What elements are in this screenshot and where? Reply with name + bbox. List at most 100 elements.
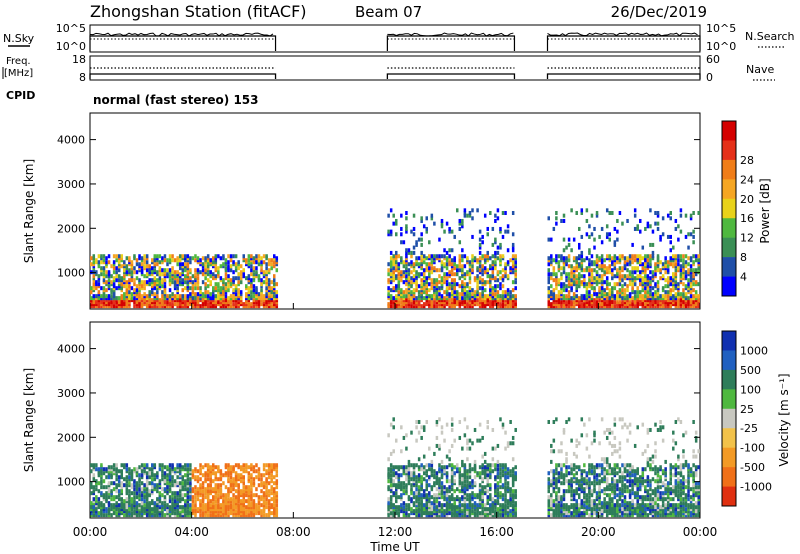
velocity-cell-1127 <box>273 495 276 500</box>
power-colorbar-swatch-5 <box>722 218 736 238</box>
power-cell-2883 <box>674 254 678 259</box>
power-cell-1556 <box>445 276 449 281</box>
power-cell-2532 <box>623 256 627 261</box>
power-cell-1893 <box>496 290 500 295</box>
velocity-cell-170 <box>117 475 121 480</box>
power-cell-1565 <box>448 302 451 307</box>
power-cell-2359 <box>598 256 601 261</box>
power-cell-2576 <box>631 266 634 271</box>
power-cell-818 <box>224 286 228 291</box>
power-cell-684 <box>201 272 205 277</box>
nsky-label: N.Sky <box>3 32 35 45</box>
velocity-cell-816 <box>222 473 225 478</box>
velocity-cell-295 <box>138 473 141 478</box>
power-cell-235 <box>128 290 131 295</box>
power-cell-2525 <box>623 282 627 287</box>
power-cell-30 <box>92 254 96 259</box>
power-cell-1859 <box>491 266 495 271</box>
velocity-cell-345 <box>145 475 149 480</box>
power-cell-1131 <box>387 278 390 283</box>
velocity-cell-84 <box>102 485 106 490</box>
power-cell-53 <box>97 282 101 287</box>
power-cell-1039 <box>262 280 266 285</box>
power-cell-2051 <box>552 288 556 293</box>
power-cell-1815 <box>483 213 487 218</box>
power-cell-1176 <box>392 213 395 218</box>
power-cell-1570 <box>448 282 451 287</box>
freq-tick-bottom: 8 <box>79 71 86 84</box>
power-cell-167 <box>117 296 121 301</box>
velocity-cell-970 <box>245 485 248 490</box>
velocity-cell-673 <box>199 463 202 468</box>
power-cell-1380 <box>420 258 423 263</box>
velocity-cell-1692 <box>466 469 469 474</box>
power-cell-2427 <box>608 288 611 293</box>
power-cell-191 <box>120 264 123 269</box>
power-cell-2435 <box>608 237 611 242</box>
velocity-cell-1617 <box>456 487 459 492</box>
power-cell-1612 <box>453 266 456 271</box>
velocity-cell-623 <box>191 503 195 508</box>
power-cell-1424 <box>425 216 428 221</box>
power-cell-1734 <box>471 216 474 221</box>
power-cell-1472 <box>433 266 436 271</box>
velocity-cell-1482 <box>435 419 439 424</box>
power-ytick-label-3: 4000 <box>57 134 85 147</box>
velocity-cell-844 <box>227 487 230 492</box>
power-cell-1679 <box>463 272 467 277</box>
velocity-cell-1243 <box>400 481 403 486</box>
power-cell-1580 <box>448 226 451 231</box>
power-cell-640 <box>194 286 197 291</box>
velocity-cell-958 <box>242 475 245 480</box>
power-cell-220 <box>125 288 129 293</box>
power-cell-2139 <box>565 256 568 261</box>
velocity-cell-1592 <box>450 427 454 432</box>
power-cell-503 <box>171 266 174 271</box>
power-cell-542 <box>178 280 182 285</box>
power-cell-840 <box>227 264 230 269</box>
power-cell-2341 <box>595 258 599 263</box>
velocity-cell-199 <box>123 463 126 468</box>
power-cell-852 <box>229 268 233 273</box>
velocity-cell-1778 <box>478 438 482 443</box>
power-cell-1641 <box>458 254 462 259</box>
velocity-cell-1254 <box>402 489 406 494</box>
velocity-cell-668 <box>199 483 202 488</box>
power-cell-898 <box>237 280 240 285</box>
velocity-cell-1605 <box>453 479 456 484</box>
power-cell-1569 <box>448 286 451 291</box>
power-cell-1413 <box>425 284 428 289</box>
power-cell-2239 <box>580 234 584 239</box>
power-cell-1489 <box>435 278 439 283</box>
nsky-segment-2 <box>546 35 701 51</box>
power-cell-2261 <box>585 286 589 291</box>
velocity-cell-1454 <box>433 499 436 504</box>
power-cell-2970 <box>687 268 690 273</box>
velocity-cell-1677 <box>463 433 467 438</box>
power-cell-1905 <box>499 298 502 303</box>
power-cell-1998 <box>514 294 517 299</box>
power-cell-3015 <box>692 229 695 234</box>
power-cell-405 <box>156 294 159 299</box>
power-cell-2996 <box>689 216 693 221</box>
power-cell-2342 <box>595 254 599 259</box>
power-cell-2281 <box>588 272 591 277</box>
velocity-cell-885 <box>232 477 235 482</box>
power-cell-1790 <box>481 286 484 291</box>
power-cell-2259 <box>585 294 589 299</box>
power-cell-517 <box>173 258 177 263</box>
power-cell-122 <box>107 254 111 259</box>
velocity-cell-715 <box>206 477 210 482</box>
power-cell-1819 <box>486 294 489 299</box>
velocity-cell-1236 <box>400 503 403 508</box>
power-cell-2417 <box>605 224 609 229</box>
power-cell-744 <box>212 276 215 281</box>
velocity-cell-1470 <box>435 499 439 504</box>
power-cell-2508 <box>621 288 624 293</box>
velocity-cell-722 <box>209 513 212 518</box>
power-cell-2698 <box>649 288 652 293</box>
power-cell-2412 <box>605 266 609 271</box>
velocity-cell-1609 <box>453 438 456 443</box>
velocity-cell-1591 <box>450 443 454 448</box>
velocity-cell-156 <box>115 473 118 478</box>
